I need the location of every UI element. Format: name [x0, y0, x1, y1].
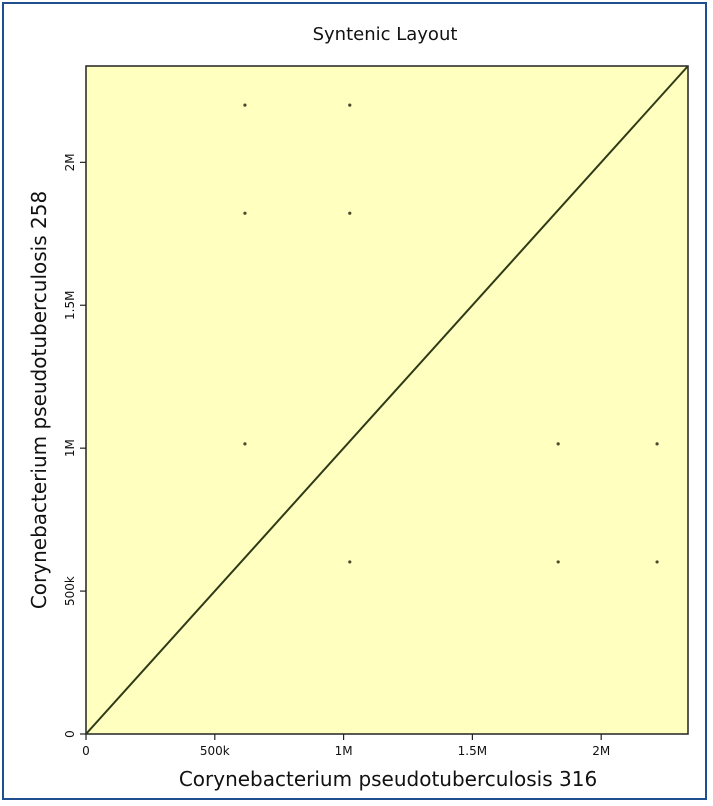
- synteny-point: [243, 211, 247, 215]
- synteny-point: [655, 442, 659, 446]
- y-tick-label: 2M: [63, 153, 77, 171]
- plot-marks: [85, 65, 689, 735]
- synteny-point: [655, 560, 659, 564]
- synteny-point: [348, 560, 352, 564]
- x-tick-label: 500k: [200, 744, 230, 758]
- synteny-point: [556, 442, 560, 446]
- synteny-point: [556, 560, 560, 564]
- synteny-diagonal-line: [85, 65, 689, 735]
- x-tick-label: 2M: [592, 744, 610, 758]
- x-tick-label: 1M: [335, 744, 353, 758]
- x-axis-label: Corynebacterium pseudotuberculosis 316: [179, 767, 597, 791]
- y-tick-label: 500k: [63, 576, 77, 606]
- y-axis-label: Corynebacterium pseudotuberculosis 258: [27, 191, 51, 609]
- y-tick-label: 0: [63, 730, 77, 738]
- x-axis: 0 500k 1M 1.5M 2M: [82, 734, 610, 758]
- chart-title: Syntenic Layout: [313, 24, 458, 45]
- x-tick-label: 0: [82, 744, 90, 758]
- synteny-point: [243, 442, 247, 446]
- y-tick-label: 1M: [63, 439, 77, 457]
- synteny-point: [348, 211, 352, 215]
- synteny-point: [243, 103, 247, 107]
- y-axis: 0 500k 1M 1.5M 2M: [63, 153, 86, 738]
- y-tick-label: 1.5M: [63, 291, 77, 320]
- x-tick-label: 1.5M: [458, 744, 487, 758]
- synteny-point: [348, 103, 352, 107]
